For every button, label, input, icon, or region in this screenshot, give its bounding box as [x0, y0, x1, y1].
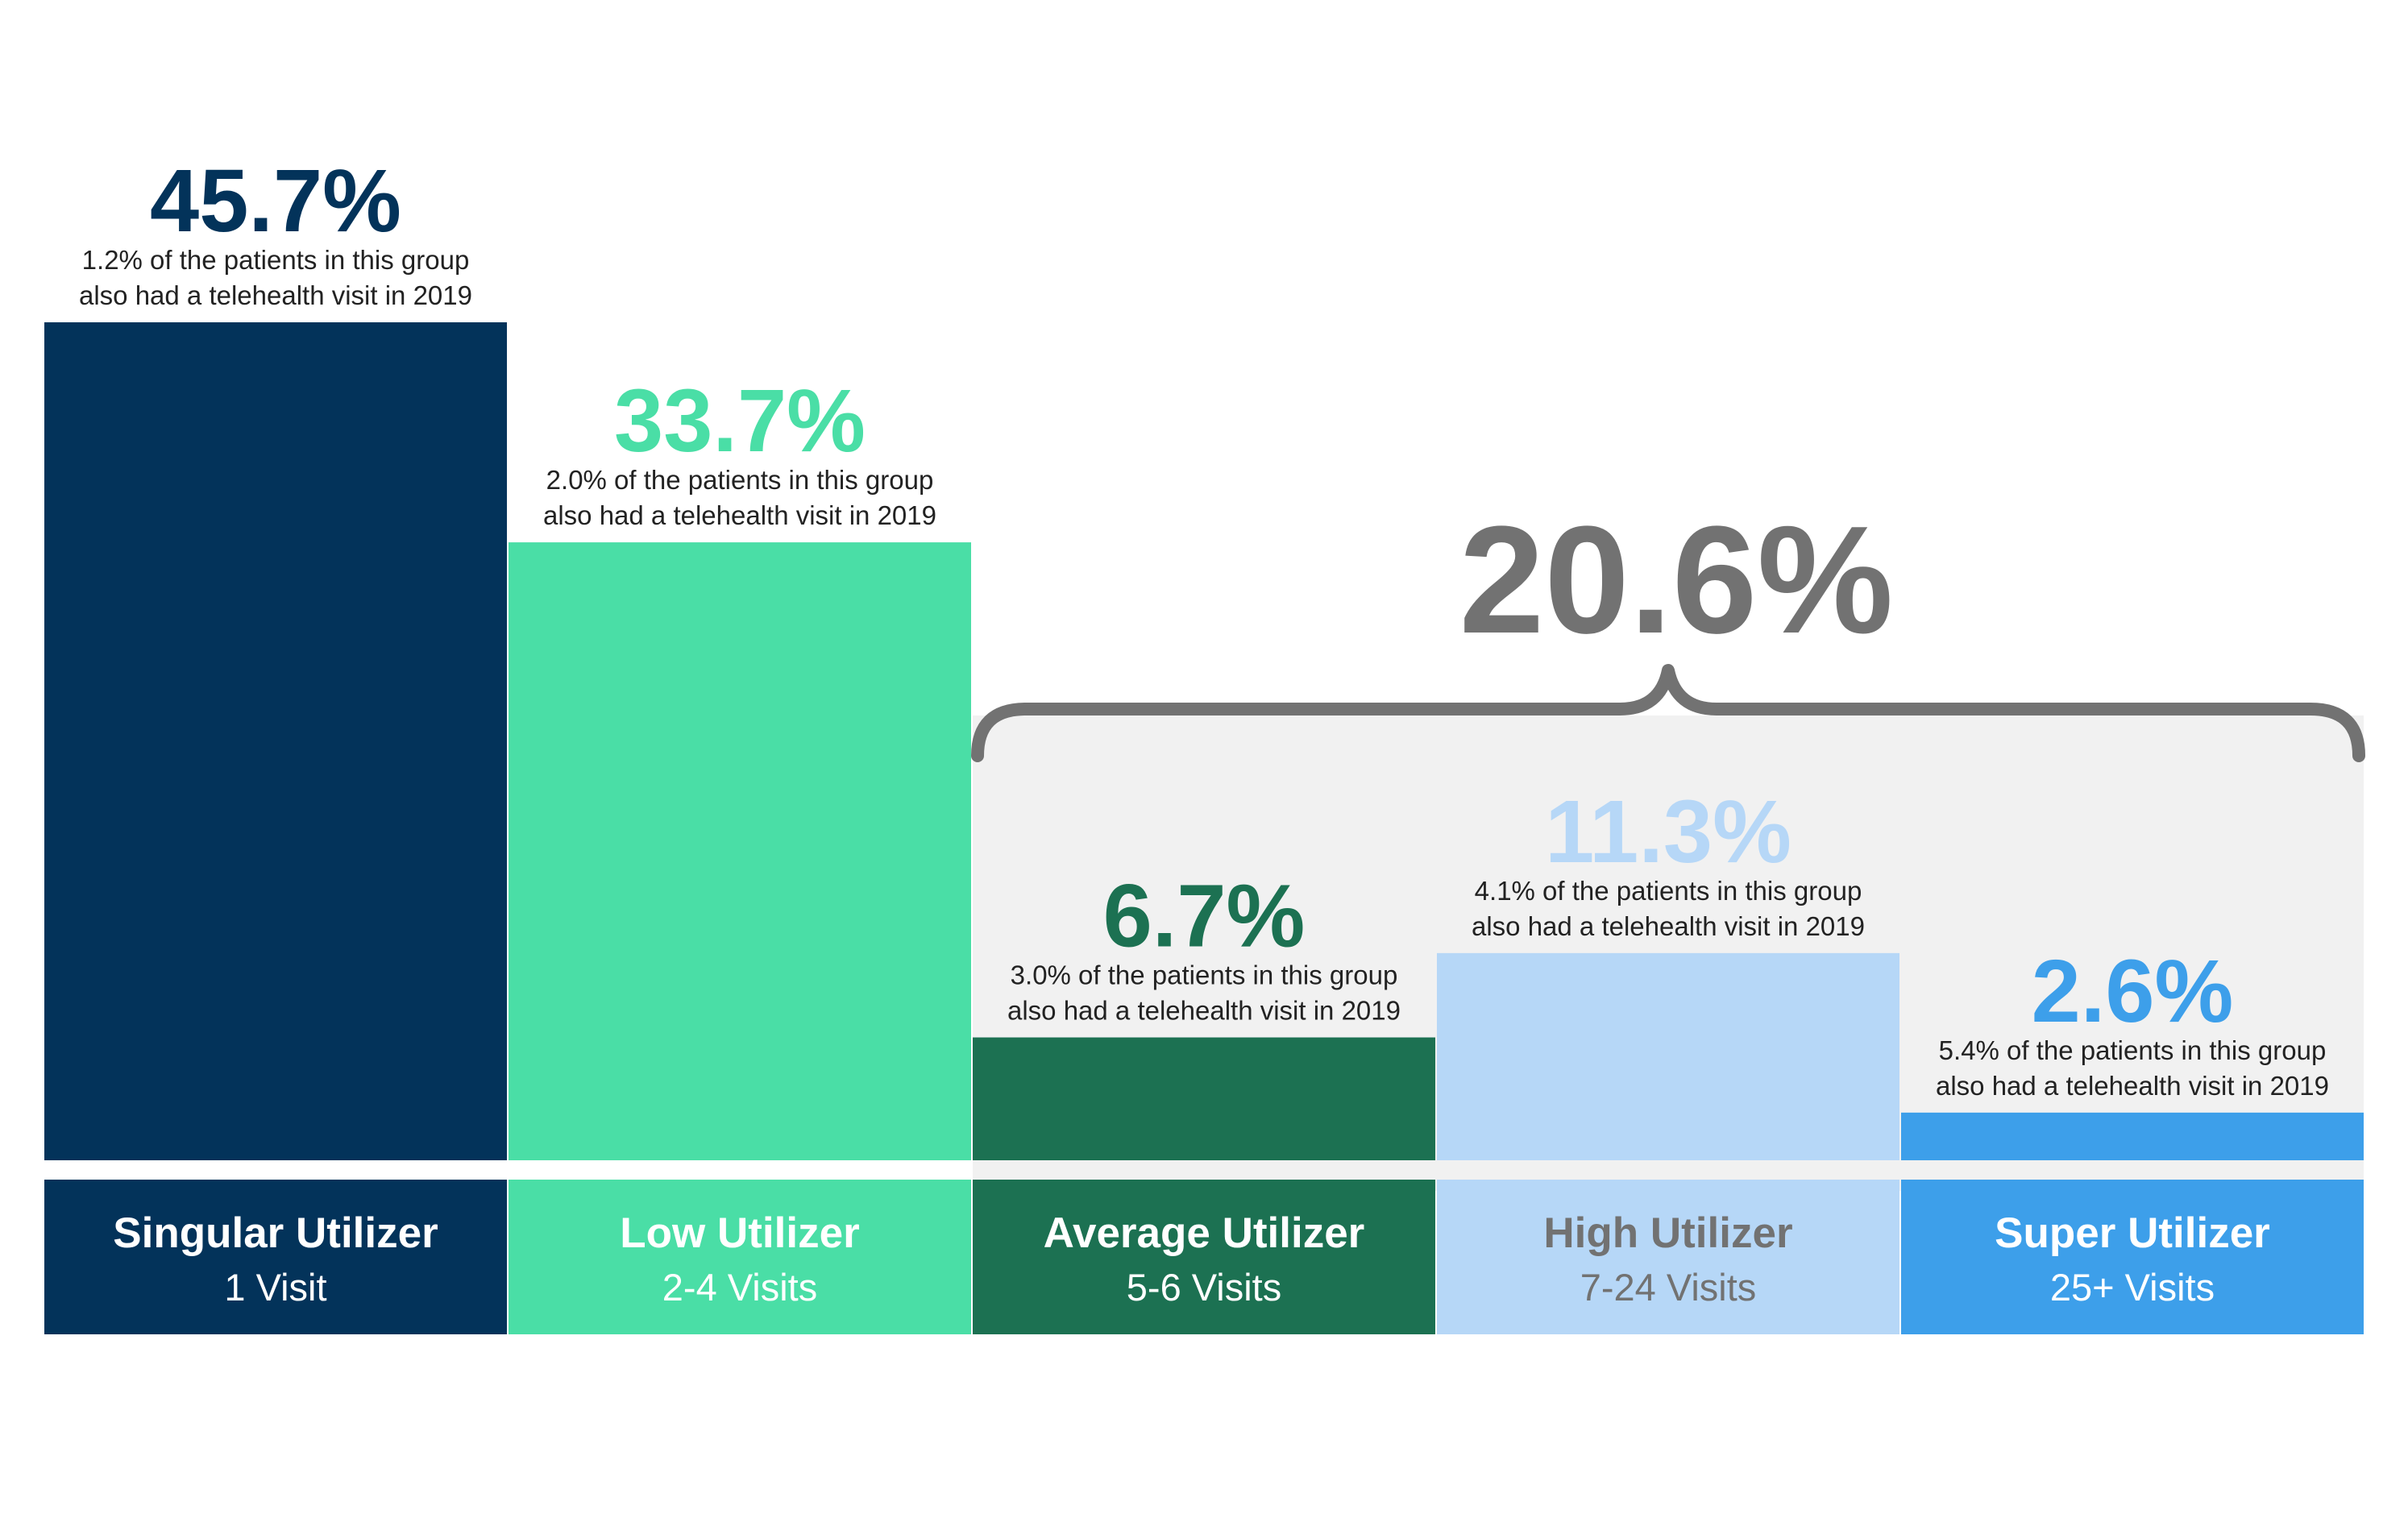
category-label-average-utilizer: Average Utilizer — [1044, 1209, 1365, 1257]
category-box-high-utilizer — [1437, 1180, 1899, 1334]
value-label-high-utilizer: 11.3% — [1545, 782, 1791, 881]
category-box-singular-utilizer — [44, 1180, 507, 1334]
category-label-super-utilizer: Super Utilizer — [1995, 1209, 2270, 1257]
note-line2-super-utilizer: also had a telehealth visit in 2019 — [1936, 1071, 2329, 1101]
note-labels: also had a telehealth visit in 2019 1.2% … — [79, 245, 2329, 1101]
value-label-super-utilizer: 2.6% — [2032, 942, 2234, 1041]
bar-low-utilizer — [509, 542, 971, 1160]
category-box-low-utilizer — [509, 1180, 971, 1334]
note-line1-average-utilizer: 3.0% of the patients in this group — [1011, 960, 1398, 990]
note-line2-high-utilizer: also had a telehealth visit in 2019 — [1472, 911, 1865, 941]
category-boxes — [44, 1180, 2364, 1334]
value-label-average-utilizer: 6.7% — [1103, 867, 1306, 966]
bars — [44, 322, 2364, 1160]
bar-super-utilizer — [1901, 1112, 2364, 1160]
note-line2-singular-utilizer: also had a telehealth visit in 2019 — [79, 280, 472, 310]
category-label-singular-utilizer: Singular Utilizer — [113, 1209, 438, 1257]
value-label-low-utilizer: 33.7% — [614, 371, 866, 471]
visits-label-singular-utilizer: 1 Visit — [224, 1266, 326, 1309]
value-label-singular-utilizer: 45.7% — [150, 151, 401, 251]
visits-label-super-utilizer: 25+ Visits — [2050, 1266, 2215, 1309]
category-box-super-utilizer — [1901, 1180, 2364, 1334]
category-label-high-utilizer: High Utilizer — [1543, 1209, 1792, 1257]
value-labels: 45.7% 33.7% 6.7% 11.3% 2.6% — [150, 151, 2233, 1041]
note-line1-singular-utilizer: 1.2% of the patients in this group — [82, 245, 470, 275]
category-label-low-utilizer: Low Utilizer — [620, 1209, 859, 1257]
category-box-average-utilizer — [973, 1180, 1435, 1334]
visits-label-low-utilizer: 2-4 Visits — [662, 1266, 817, 1309]
note-line1-high-utilizer: 4.1% of the patients in this group — [1475, 876, 1862, 906]
category-labels: Singular Utilizer 1 Visit Low Utilizer 2-4 … — [113, 1209, 2270, 1309]
bar-singular-utilizer — [44, 322, 507, 1160]
note-line1-super-utilizer: 5.4% of the patients in this group — [1939, 1035, 2327, 1065]
bar-high-utilizer — [1437, 952, 1899, 1160]
bar-average-utilizer — [973, 1037, 1435, 1160]
visits-label-average-utilizer: 5-6 Visits — [1127, 1266, 1281, 1309]
note-line2-average-utilizer: also had a telehealth visit in 2019 — [1007, 996, 1401, 1026]
group-total-label: 20.6% — [1459, 495, 1894, 666]
visits-label-high-utilizer: 7-24 Visits — [1580, 1266, 1757, 1309]
note-line1-low-utilizer: 2.0% of the patients in this group — [546, 465, 934, 495]
note-line2-low-utilizer: also had a telehealth visit in 2019 — [543, 500, 936, 530]
group-bracket — [971, 664, 2365, 762]
